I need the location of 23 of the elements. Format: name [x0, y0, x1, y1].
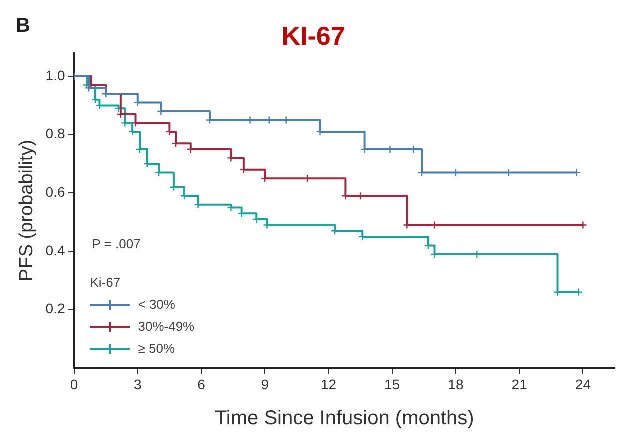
y-tick-label: 0.6 — [46, 184, 66, 200]
x-axis-title: Time Since Infusion (months) — [214, 408, 474, 430]
x-tick-label: 3 — [134, 376, 142, 392]
y-tick-label: 1.0 — [46, 67, 66, 84]
x-tick-label: 6 — [198, 376, 206, 392]
legend-title: Ki-67 — [90, 274, 122, 292]
y-tick-label: 0.2 — [46, 300, 66, 317]
chart-title: KI-67 — [282, 20, 346, 51]
x-tick-label: 18 — [448, 376, 464, 392]
x-tick-label: 24 — [575, 376, 592, 392]
text: B — [16, 15, 30, 37]
x-tick-label: 12 — [320, 376, 337, 392]
y-tick-label: 0.8 — [46, 126, 66, 142]
legend-label: < 30% — [138, 296, 176, 314]
annotation: P = .007 — [92, 236, 141, 252]
legend-label: ≥ 50% — [138, 340, 176, 358]
legend-label: 30%-49% — [138, 318, 195, 336]
x-tick-label: 21 — [512, 376, 528, 392]
x-tick-label: 15 — [384, 376, 400, 392]
x-tick-label: 0 — [70, 376, 78, 392]
x-tick-label: 9 — [261, 376, 270, 392]
y-axis-title: PFS (probability) — [16, 140, 38, 282]
y-tick-label: 0.4 — [46, 242, 66, 258]
